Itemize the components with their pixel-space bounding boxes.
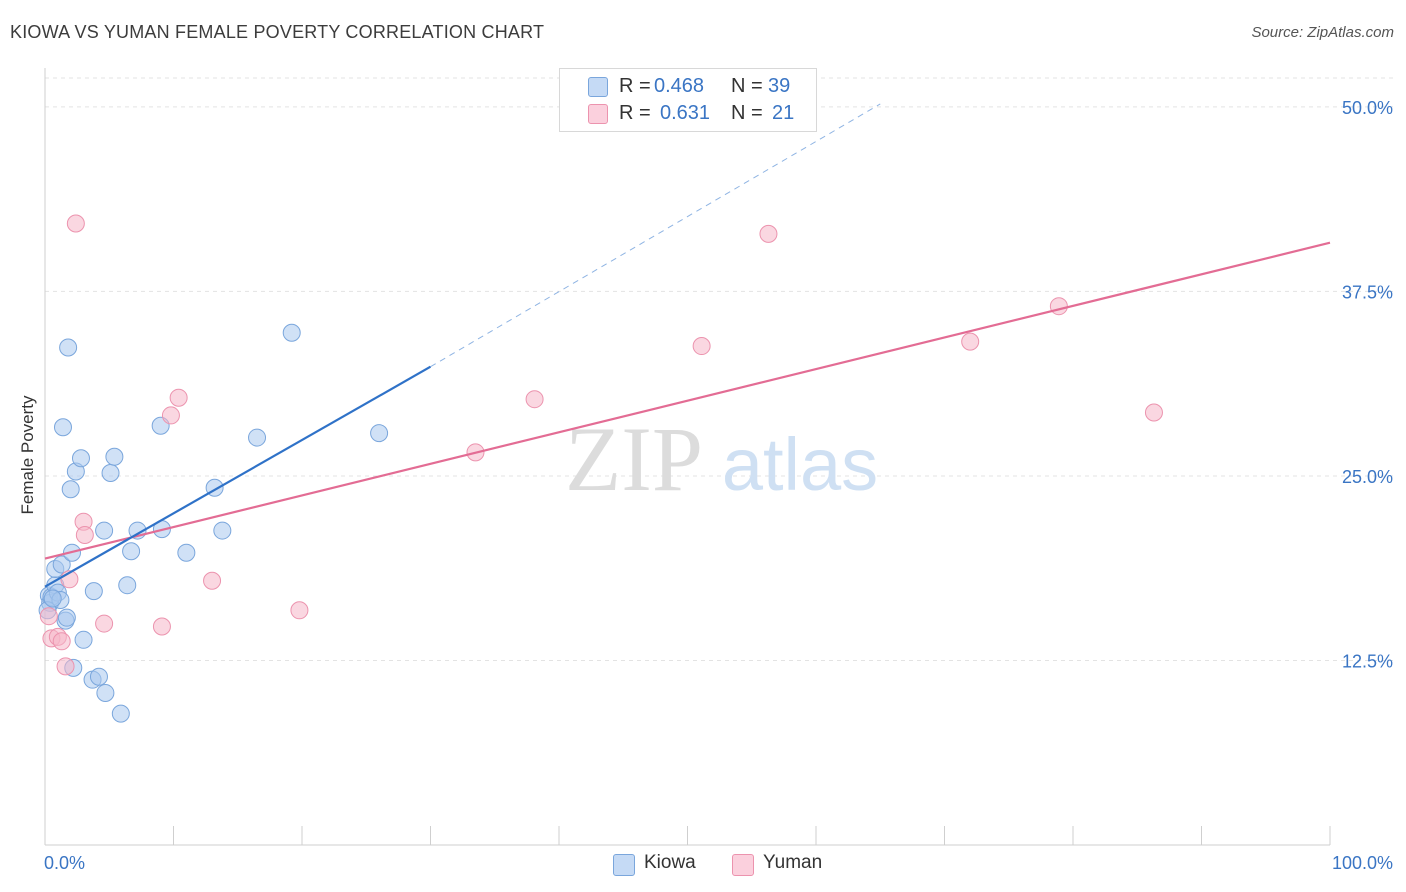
tick-labels: 12.5% 25.0% 37.5% 50.0% 0.0% 100.0%	[44, 98, 1393, 873]
yuman-point	[52, 632, 71, 651]
kiowa-point	[248, 428, 267, 447]
yuman-point	[169, 388, 188, 407]
watermark: ZIP atlas	[565, 408, 878, 510]
kiowa-point	[43, 589, 62, 608]
bottom-legend-swatch-kiowa	[613, 854, 635, 876]
x-tick-label: 0.0%	[44, 853, 85, 873]
kiowa-point	[53, 418, 72, 437]
kiowa-point	[84, 582, 103, 601]
axes	[44, 68, 1331, 846]
legend-n-value: 39	[768, 75, 791, 97]
bottom-legend-label-kiowa: Kiowa	[644, 852, 696, 873]
kiowa-point	[57, 608, 76, 627]
bottom-legend-swatch-yuman	[732, 854, 754, 876]
yuman-point	[961, 332, 980, 351]
kiowa-point	[122, 542, 141, 561]
yuman-points	[39, 214, 1163, 676]
y-axis-label: Female Poverty	[18, 395, 37, 515]
yuman-point	[290, 601, 309, 620]
legend-r-label: R =	[619, 75, 651, 97]
kiowa-point	[101, 464, 120, 482]
grid-lines	[45, 77, 1395, 661]
legend-n-label: N =	[731, 75, 763, 97]
yuman-point	[75, 526, 94, 544]
yuman-point	[525, 390, 544, 409]
kiowa-point	[52, 555, 71, 574]
yuman-point	[152, 617, 171, 636]
yuman-point	[161, 406, 180, 425]
kiowa-point	[118, 576, 137, 595]
kiowa-point	[89, 667, 108, 686]
kiowa-point	[177, 543, 196, 562]
yuman-point	[1049, 297, 1068, 316]
y-tick-label: 25.0%	[1342, 467, 1393, 487]
kiowa-point	[96, 683, 115, 702]
legend-n-label: N =	[731, 102, 763, 124]
kiowa-point	[74, 630, 93, 649]
kiowa-point	[59, 338, 78, 357]
legend-n-value: 21	[772, 102, 795, 124]
kiowa-point	[370, 424, 389, 443]
yuman-point	[759, 224, 778, 243]
x-tick-label: 100.0%	[1332, 853, 1393, 873]
kiowa-point	[111, 704, 130, 723]
kiowa-point	[213, 521, 232, 540]
kiowa-trend-line	[44, 365, 432, 588]
kiowa-points	[38, 323, 389, 723]
chart-title: KIOWA VS YUMAN FEMALE POVERTY CORRELATIO…	[10, 22, 545, 42]
yuman-point	[1144, 403, 1163, 422]
yuman-point	[66, 214, 85, 233]
watermark-atlas: atlas	[722, 423, 878, 506]
kiowa-point	[105, 447, 124, 466]
kiowa-point	[71, 449, 90, 468]
legend-r-label: R =	[619, 102, 651, 124]
y-tick-label: 50.0%	[1342, 98, 1393, 118]
yuman-point	[39, 607, 58, 626]
kiowa-point	[95, 521, 114, 540]
yuman-point	[692, 337, 711, 356]
kiowa-point	[61, 480, 80, 499]
yuman-point	[95, 614, 114, 633]
yuman-point	[56, 657, 75, 676]
y-tick-label: 12.5%	[1342, 651, 1393, 671]
legend-r-value: 0.631	[660, 102, 711, 124]
trend-lines	[44, 103, 1331, 588]
y-tick-label: 37.5%	[1342, 282, 1393, 302]
yuman-point	[203, 571, 222, 590]
legend: R = 0.468 N = 39 R = 0.631 N = 21	[559, 68, 817, 132]
legend-r-value: 0.468	[654, 75, 705, 97]
source-note: Source: ZipAtlas.com	[1251, 24, 1394, 41]
bottom-legend-label-yuman: Yuman	[763, 852, 823, 873]
watermark-zip: ZIP	[565, 408, 703, 510]
kiowa-point	[282, 323, 301, 342]
yuman-trend-line	[44, 241, 1331, 560]
kiowa-trend-extension	[430, 103, 881, 368]
legend-swatch-kiowa	[588, 77, 608, 97]
legend-swatch-yuman	[588, 104, 608, 124]
